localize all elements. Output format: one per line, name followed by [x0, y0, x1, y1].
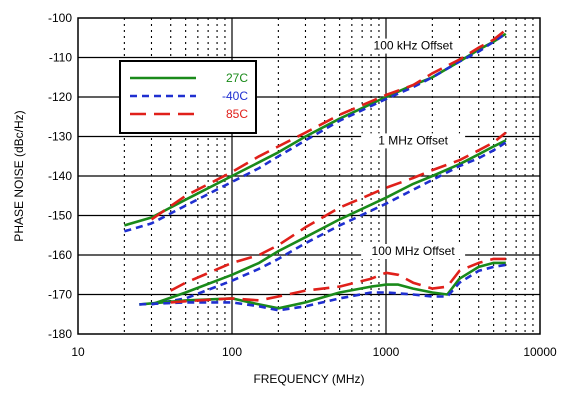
series-line-40C [151, 141, 507, 306]
x-tick-label: 10 [71, 345, 85, 359]
annotation-label: 1 MHz Offset [378, 133, 448, 147]
series-line-85C [170, 131, 507, 292]
y-tick-label: -170 [48, 288, 72, 302]
legend: 27C -40C 85C [119, 60, 257, 134]
y-tick-label: -160 [48, 248, 72, 262]
y-tick-label: -100 [48, 11, 72, 25]
x-tick-label: 100 [222, 345, 242, 359]
x-tick-label: 10000 [523, 345, 557, 359]
y-tick-label: -130 [48, 130, 72, 144]
legend-label: 27C [226, 71, 248, 85]
series-line-27C [139, 261, 506, 310]
y-tick-label: -110 [49, 51, 72, 65]
ticks-layer: -100 -110 -120 -130 -140 -150 -160 -170 -180 10 10… [48, 11, 557, 359]
series-line-27C [151, 139, 507, 306]
series-line-40C [124, 32, 507, 233]
y-tick-label: -140 [48, 169, 72, 183]
series-layer [124, 28, 507, 312]
legend-label: -40C [222, 89, 248, 103]
y-axis-title: PHASE NOISE (dBc/Hz) [12, 110, 26, 241]
series-line-40C [139, 263, 507, 312]
legend-label: 85C [226, 107, 248, 121]
y-tick-label: -120 [48, 90, 72, 104]
plot-frame [77, 17, 541, 335]
annotation-bg [361, 244, 466, 259]
annotation-label: 100 MHz Offset [372, 244, 456, 258]
annotation-label: 100 kHz Offset [374, 39, 454, 53]
y-tick-label: -180 [48, 327, 72, 341]
x-tick-label: 1000 [373, 345, 400, 359]
series-line-85C [150, 28, 507, 221]
series-line-85C [170, 257, 506, 304]
x-axis-title: FREQUENCY (MHz) [253, 372, 364, 386]
annotation-bg [361, 133, 466, 149]
annotation-bg [361, 38, 466, 54]
series-line-27C [124, 32, 507, 227]
y-tick-label: -150 [48, 209, 72, 223]
annotation-layer: 100 kHz Offset 1 MHz Offset 100 MHz Offset [361, 38, 466, 259]
